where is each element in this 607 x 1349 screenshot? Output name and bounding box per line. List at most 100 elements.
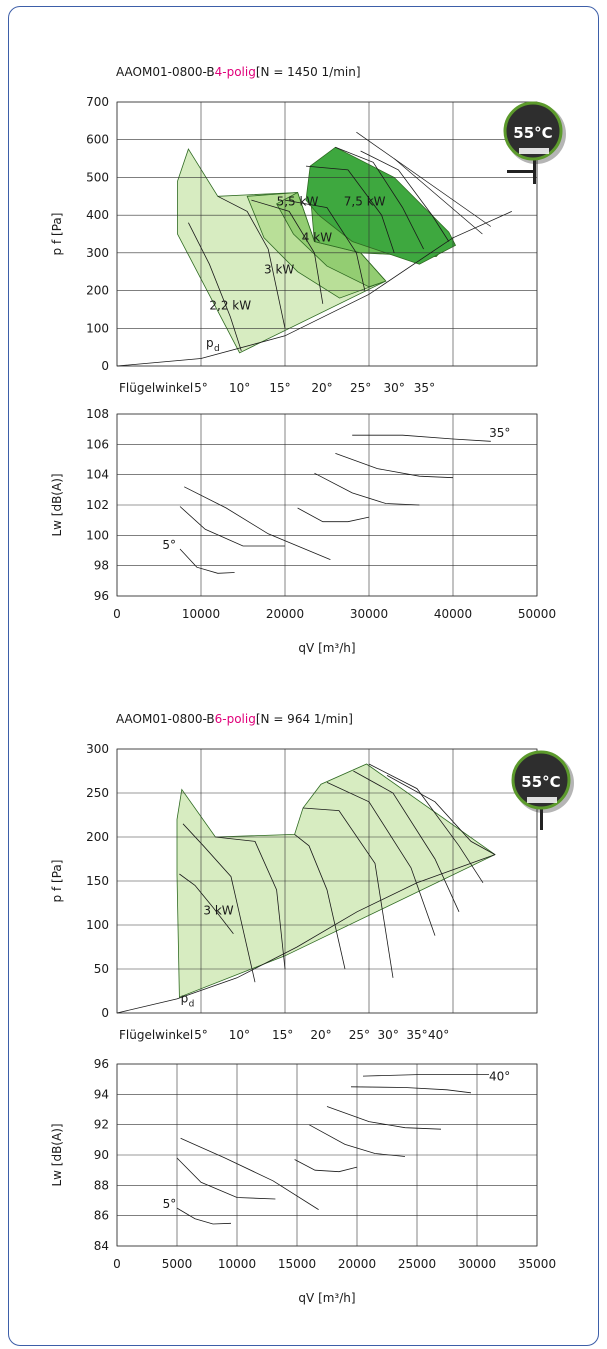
p4_sound-plot-frame <box>116 413 538 597</box>
p4_pressure-angle-label: 35° <box>414 381 435 395</box>
p4_sound-sound-curve <box>352 434 491 442</box>
p6_pressure-speed-curve <box>302 807 394 978</box>
p6_sound-ytick: 88 <box>94 1178 109 1192</box>
p4_pressure-ytick: 500 <box>86 170 109 184</box>
p4_pressure-power-label: 4 kW <box>302 231 332 245</box>
p6_sound-sound-curve <box>180 1137 319 1210</box>
p4_sound-ytick: 108 <box>86 407 109 421</box>
temperature-badge-6pole: 55°C <box>511 750 574 830</box>
p4_pressure-speed-curve <box>188 222 242 352</box>
p4_sound-sound-curve <box>179 506 285 547</box>
p4_pressure-angle-row-label: Flügelwinkel <box>119 381 193 395</box>
p4_pressure-ytick: 300 <box>86 246 109 260</box>
p4_pressure-angle-label: 20° <box>311 381 332 395</box>
p6_pressure-operating-area-0 <box>176 763 496 998</box>
badge-text-6pole: 55°C <box>521 773 560 791</box>
p4_sound-ytick: 96 <box>94 589 109 603</box>
p6_sound-ytick: 92 <box>94 1118 109 1132</box>
p4_sound-xtick: 50000 <box>518 607 556 621</box>
p6_pressure-angle-label: 5° <box>194 1028 208 1042</box>
p4_pressure-angle-label: 15° <box>269 381 290 395</box>
p6_sound-angle-annotation: 5° <box>163 1197 177 1211</box>
p4_sound-xtick: 40000 <box>434 607 472 621</box>
p6_sound-xtick: 10000 <box>218 1257 256 1271</box>
p6_pressure-pd-label-sub: d <box>189 999 195 1009</box>
p6_sound-xtick: 35000 <box>518 1257 556 1271</box>
chart-title-4pole: AAOM01-0800-B4-polig[N = 1450 1/min] <box>116 65 361 79</box>
p4_pressure-dynamic-pressure-curve <box>116 211 512 367</box>
p4_pressure-ytick: 600 <box>86 133 109 147</box>
p6_sound-sound-curve <box>326 1106 442 1130</box>
p4_pressure-speed-curve <box>360 150 450 242</box>
p6_pressure-speed-curve <box>368 763 484 884</box>
p4_pressure-angle-label: 5° <box>194 381 208 395</box>
p4_pressure-power-label: 3 kW <box>264 263 294 277</box>
p4_pressure-speed-curve <box>217 195 286 329</box>
p4_sound-ytick: 106 <box>86 437 109 451</box>
p6_sound-plot-frame <box>116 1063 538 1247</box>
p6_sound-sound-curve <box>176 1157 276 1200</box>
p6_pressure-dynamic-pressure-curve <box>116 854 496 1014</box>
p4_pressure-ytick: 0 <box>101 359 109 373</box>
p6_pressure-plot: 300 250 200 150 100 50 0 3 kW p d Flügelwinkel 5° 10… <box>50 742 538 1042</box>
p6_pressure-angle-label: 40° <box>428 1028 449 1042</box>
p4_pressure-speed-curve <box>284 199 366 291</box>
p6_pressure-pd-label: p <box>181 991 189 1005</box>
panel-frame <box>8 6 599 1346</box>
p4_sound-ytick: 100 <box>86 528 109 542</box>
p4_sound-xtick: 20000 <box>266 607 304 621</box>
p4_pressure-ytick: 100 <box>86 321 109 335</box>
p6_sound-sound-curve <box>176 1207 232 1225</box>
p6_pressure-angle-label: 10° <box>229 1028 250 1042</box>
p6_pressure-ytick: 200 <box>86 830 109 844</box>
p6_pressure-angle-label: 35° <box>406 1028 427 1042</box>
p6_sound-xlabel: qV [m³/h] <box>298 1291 355 1305</box>
p4_pressure-power-label: 7,5 kW <box>344 195 386 209</box>
p6_pressure-speed-curve <box>215 836 286 970</box>
p4_pressure-ylabel: p f [Pa] <box>50 213 64 256</box>
p4_sound-sound-curve <box>179 548 235 574</box>
p6_pressure-speed-curve <box>386 775 496 855</box>
p4_sound-xtick: 30000 <box>350 607 388 621</box>
p6_sound-sound-curve <box>350 1086 472 1094</box>
p4_pressure-limit-line <box>393 158 483 235</box>
p6_pressure-ylabel: p f [Pa] <box>50 860 64 903</box>
p4_sound-ytick: 98 <box>94 559 109 573</box>
p6_pressure-ytick: 150 <box>86 874 109 888</box>
p4_pressure-speed-curve <box>251 199 324 304</box>
p6_pressure-ytick: 250 <box>86 786 109 800</box>
p4_sound-angle-annotation: 5° <box>162 538 176 552</box>
p4_sound-sound-curve <box>184 486 331 560</box>
p4_pressure-limit-line <box>356 131 492 227</box>
p6_sound-ytick: 86 <box>94 1209 109 1223</box>
p4_pressure-ytick: 200 <box>86 284 109 298</box>
p4_sound-sound-curve <box>297 507 370 523</box>
p6_sound-xtick: 20000 <box>338 1257 376 1271</box>
p4_sound-angle-annotation: 35° <box>489 426 510 440</box>
p4_pressure-angle-label: 25° <box>350 381 371 395</box>
p4_pressure-plot: 700 600 500 400 300 200 100 0 2,2 kW 3 kW 4 kW 5,5 … <box>50 95 538 395</box>
p4_pressure-angle-label: 10° <box>229 381 250 395</box>
p6_pressure-ytick: 50 <box>94 962 109 976</box>
p6_pressure-speed-curve <box>182 823 256 983</box>
p6_sound-ytick: 84 <box>94 1239 109 1253</box>
p6_pressure-angle-label: 15° <box>272 1028 293 1042</box>
p6_pressure-speed-curve <box>294 834 346 970</box>
p4_pressure-power-label: 5,5 kW <box>277 195 319 209</box>
badge-text-4pole: 55°C <box>513 124 552 142</box>
p4_sound-sound-curve <box>314 472 420 506</box>
p6_sound-ytick: 94 <box>94 1087 109 1101</box>
p6_sound-xtick: 30000 <box>458 1257 496 1271</box>
p6_pressure-ytick: 100 <box>86 918 109 932</box>
p4_sound-ytick: 104 <box>86 468 109 482</box>
temperature-badge-4pole: 55°C <box>503 101 566 184</box>
p4_sound-xlabel: qV [m³/h] <box>298 641 355 655</box>
p6_sound-xtick: 5000 <box>162 1257 193 1271</box>
p4_sound-xtick: 0 <box>113 607 121 621</box>
p6_sound-angle-annotation: 40° <box>489 1070 510 1084</box>
p6_pressure-angle-label: 30° <box>378 1028 399 1042</box>
chart-title-6pole: AAOM01-0800-B6-polig[N = 964 1/min] <box>116 712 353 726</box>
p4_pressure-ytick: 400 <box>86 208 109 222</box>
p6_sound-sound-curve <box>308 1124 406 1157</box>
